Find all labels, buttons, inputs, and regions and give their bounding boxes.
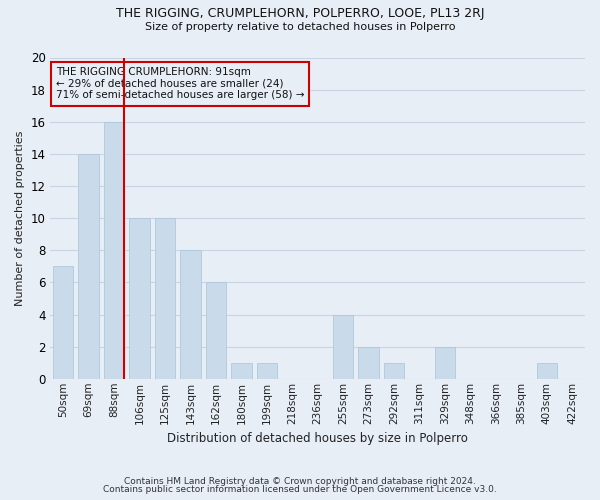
Bar [333, 314, 353, 379]
X-axis label: Distribution of detached houses by size in Polperro: Distribution of detached houses by size … [167, 432, 468, 445]
Bar [257, 362, 277, 379]
Bar [53, 266, 73, 379]
Bar [435, 346, 455, 379]
Bar [130, 218, 149, 379]
Bar [358, 346, 379, 379]
Y-axis label: Number of detached properties: Number of detached properties [15, 130, 25, 306]
Bar [384, 362, 404, 379]
Bar [79, 154, 99, 379]
Text: Contains HM Land Registry data © Crown copyright and database right 2024.: Contains HM Land Registry data © Crown c… [124, 477, 476, 486]
Text: Size of property relative to detached houses in Polperro: Size of property relative to detached ho… [145, 22, 455, 32]
Text: THE RIGGING, CRUMPLEHORN, POLPERRO, LOOE, PL13 2RJ: THE RIGGING, CRUMPLEHORN, POLPERRO, LOOE… [116, 8, 484, 20]
Text: Contains public sector information licensed under the Open Government Licence v3: Contains public sector information licen… [103, 485, 497, 494]
Bar [536, 362, 557, 379]
Bar [231, 362, 251, 379]
Bar [104, 122, 124, 379]
Bar [155, 218, 175, 379]
Bar [206, 282, 226, 379]
Text: THE RIGGING CRUMPLEHORN: 91sqm
← 29% of detached houses are smaller (24)
71% of : THE RIGGING CRUMPLEHORN: 91sqm ← 29% of … [56, 67, 304, 100]
Bar [180, 250, 200, 379]
